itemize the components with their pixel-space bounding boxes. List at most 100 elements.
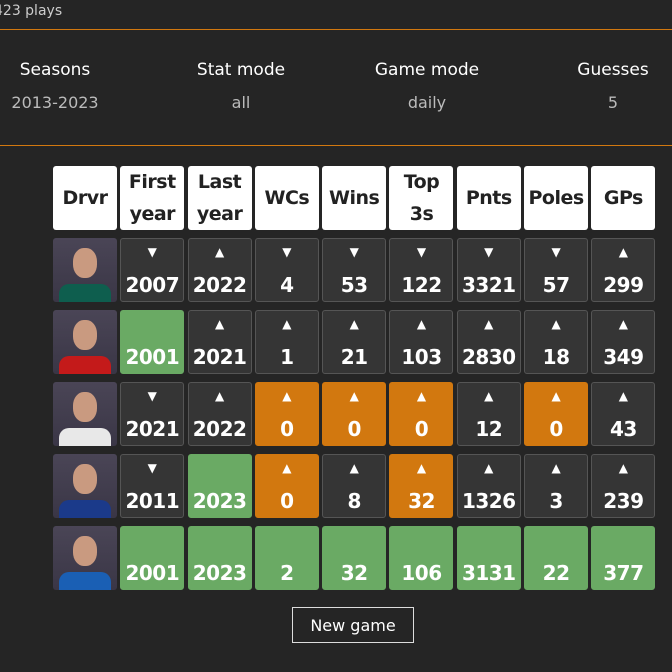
driver-face: [73, 536, 97, 566]
info-stat-mode: Stat mode all: [171, 60, 311, 112]
arrow-up-icon: ▲: [282, 389, 292, 403]
stat-value: 377: [603, 561, 644, 585]
stat-cell: 22: [524, 526, 589, 590]
stat-value: 2023: [192, 561, 247, 585]
arrow-up-icon: ▲: [484, 317, 494, 331]
driver-suit: [59, 572, 111, 590]
driver-photo: [53, 382, 117, 446]
stat-value: 2001: [125, 561, 180, 585]
stat-value: 2021: [192, 345, 247, 369]
arrow-up-icon: ▲: [349, 389, 359, 403]
stat-cell: ▼ 2007: [120, 238, 185, 302]
column-header: GPs: [591, 166, 656, 230]
arrow-up-icon: ▲: [214, 317, 225, 331]
stat-cell: 2023: [187, 454, 252, 518]
stat-value: 22: [542, 561, 570, 585]
arrow-up-icon: ▲: [282, 317, 292, 331]
stat-value: 18: [542, 345, 570, 369]
stat-cell: ▲ 103: [389, 310, 454, 374]
info-guesses: Guesses 5: [543, 60, 672, 112]
arrow-down-icon: ▼: [416, 245, 427, 259]
info-label: Seasons: [19, 60, 91, 80]
arrow-up-icon: ▲: [282, 461, 292, 475]
divider: [0, 145, 672, 146]
stat-cell: ▲ 2021: [187, 310, 252, 374]
stat-cell: ▲ 0: [322, 382, 387, 446]
arrow-down-icon: ▼: [147, 245, 157, 259]
stat-cell: ▲ 3: [524, 454, 589, 518]
arrow-up-icon: ▲: [349, 317, 359, 331]
stat-value: 3321: [461, 273, 516, 297]
arrow-up-icon: ▲: [416, 461, 427, 475]
stat-cell: 2: [254, 526, 319, 590]
driver-face: [73, 392, 97, 422]
stat-value: 0: [280, 489, 294, 513]
arrow-up-icon: ▲: [551, 461, 561, 475]
new-game-button[interactable]: New game: [292, 607, 414, 643]
arrow-up-icon: ▲: [551, 389, 561, 403]
stat-value: 53: [340, 273, 368, 297]
stat-cell: ▲ 32: [389, 454, 454, 518]
stat-value: 3131: [461, 561, 516, 585]
stat-cell: ▼ 2011: [120, 454, 185, 518]
stat-cell: 106: [389, 526, 454, 590]
stat-cell: ▼ 57: [524, 238, 589, 302]
column-header: Poles: [524, 166, 589, 230]
stat-value: 32: [340, 561, 368, 585]
driver-suit: [59, 428, 111, 446]
stat-value: 239: [603, 489, 644, 513]
plays-count: 423 plays: [0, 3, 63, 19]
arrow-up-icon: ▲: [416, 389, 427, 403]
arrow-up-icon: ▲: [618, 317, 628, 331]
stat-cell: ▲ 12: [456, 382, 521, 446]
stat-cell: ▲ 18: [524, 310, 589, 374]
stat-value: 32: [408, 489, 435, 513]
arrow-up-icon: ▲: [484, 389, 494, 403]
info-label: Guesses: [577, 60, 649, 80]
arrow-down-icon: ▼: [551, 245, 561, 259]
stat-value: 0: [280, 417, 294, 441]
stat-value: 2023: [192, 489, 247, 513]
stat-cell: 2001: [120, 526, 185, 590]
arrow-up-icon: ▲: [214, 245, 225, 259]
column-header: Last year: [187, 166, 252, 230]
stat-cell: ▲ 21: [322, 310, 387, 374]
stat-value: 0: [347, 417, 361, 441]
stat-value: 12: [475, 417, 503, 441]
stat-value: 2011: [125, 489, 180, 513]
driver-suit: [59, 356, 111, 374]
driver-photo: [53, 238, 117, 302]
stat-cell: ▲ 2022: [187, 238, 252, 302]
stat-value: 2: [280, 561, 294, 585]
info-seasons: Seasons 2013-2023: [0, 60, 125, 112]
info-game-mode: Game mode daily: [357, 60, 497, 112]
arrow-up-icon: ▲: [349, 461, 359, 475]
stat-value: 2830: [461, 345, 516, 369]
column-header: Wins: [322, 166, 387, 230]
info-value: all: [231, 93, 251, 112]
stat-cell: ▲ 1: [254, 310, 319, 374]
column-header: First year: [120, 166, 185, 230]
stat-value: 2001: [125, 345, 180, 369]
stat-value: 2022: [192, 273, 247, 297]
stat-cell: 2023: [187, 526, 252, 590]
stat-value: 1: [280, 345, 294, 369]
arrow-up-icon: ▲: [551, 317, 561, 331]
info-label: Stat mode: [196, 60, 286, 80]
driver-suit: [59, 284, 111, 302]
stat-value: 349: [603, 345, 644, 369]
arrow-up-icon: ▲: [618, 461, 628, 475]
stat-value: 2007: [125, 273, 180, 297]
stat-value: 21: [340, 345, 368, 369]
stat-cell: ▲ 2830: [456, 310, 521, 374]
stat-value: 299: [603, 273, 644, 297]
stat-cell: 32: [322, 526, 387, 590]
stat-cell: ▼ 3321: [456, 238, 521, 302]
stat-value: 2021: [125, 417, 180, 441]
stat-cell: 2001: [120, 310, 185, 374]
driver-photo: [53, 454, 117, 518]
stat-cell: ▼ 122: [389, 238, 454, 302]
stat-value: 2022: [192, 417, 247, 441]
stat-value: 3: [549, 489, 563, 513]
guess-grid: Drvr First year Last year WCs Wins Top 3s Pnts…: [53, 166, 656, 590]
